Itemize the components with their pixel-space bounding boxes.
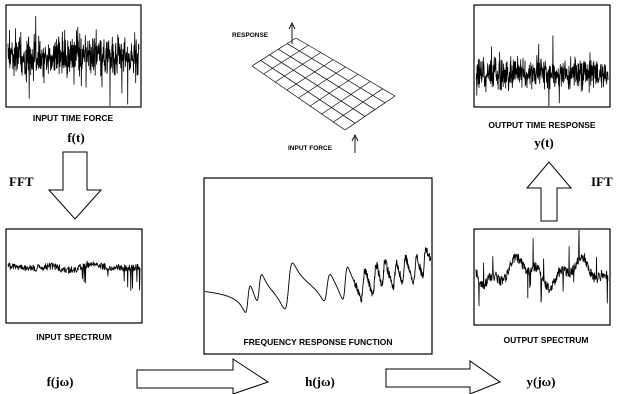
- frf-box: [203, 177, 433, 355]
- grid-line: [309, 73, 359, 107]
- output-spectrum-label: OUTPUT SPECTRUM: [504, 335, 589, 345]
- input-spectrum-trace: [7, 260, 141, 291]
- frf-label: FREQUENCY RESPONSE FUNCTION: [243, 337, 392, 347]
- grid-line: [333, 88, 383, 123]
- input-force-axis-label: INPUT FORCE: [288, 145, 333, 152]
- ift-label: IFT: [591, 174, 613, 189]
- output-time-response-label: OUTPUT TIME RESPONSE: [488, 120, 596, 130]
- output-time-response-box: [473, 4, 611, 108]
- ift-up-arrow: [525, 161, 573, 222]
- input-time-force-label: INPUT TIME FORCE: [33, 113, 114, 123]
- response-axis-label: RESPONSE: [232, 32, 269, 39]
- input-spectrum-panel: [5, 228, 143, 324]
- grid-line: [251, 37, 297, 67]
- frf-panel: [203, 177, 433, 355]
- grid-line: [275, 52, 321, 83]
- input-spectrum-symbol: f(jω): [47, 374, 74, 389]
- right-arrow-2: [385, 360, 502, 394]
- output-time-response-panel: [473, 4, 611, 108]
- grid-line: [286, 59, 334, 91]
- output-spectrum-panel: [473, 228, 611, 326]
- grid-line: [321, 81, 371, 115]
- input-time-force-trace: [7, 15, 140, 106]
- fft-down-arrow: [47, 151, 103, 220]
- input-time-force-panel: [5, 4, 142, 108]
- grid-line: [344, 95, 396, 131]
- grid-line: [263, 44, 309, 75]
- grid-line: [298, 66, 346, 99]
- right-arrow-1: [136, 358, 270, 394]
- output-time-response-trace: [475, 35, 609, 106]
- frf-trace: [205, 247, 431, 313]
- input-spectrum-label: INPUT SPECTRUM: [36, 332, 112, 342]
- output-time-response-symbol: y(t): [534, 135, 554, 150]
- response-axis-arrowhead: [288, 21, 296, 30]
- output-spectrum-trace: [475, 230, 609, 307]
- input-spectrum-box: [5, 228, 143, 324]
- fft-label: FFT: [9, 174, 34, 189]
- output-spectrum-symbol: y(jω): [527, 374, 556, 389]
- input-force-axis-arrowhead: [351, 133, 359, 142]
- input-time-force-symbol: f(t): [67, 130, 84, 145]
- frf-symbol: h(jω): [305, 374, 335, 389]
- frf-grid-sketch: [251, 37, 396, 131]
